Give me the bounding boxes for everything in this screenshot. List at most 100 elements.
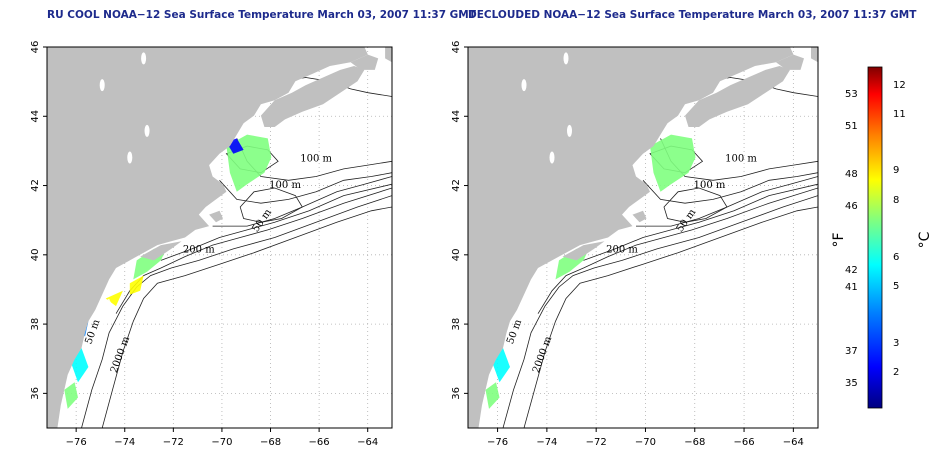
x-tick-label: −70 [635,437,656,448]
contour-label: 100 m [694,180,726,191]
x-tick-label: −74 [114,437,135,448]
f-tick-46: 46 [845,201,858,212]
y-tick-label: 46 [451,41,462,54]
lake-mark [141,52,147,65]
c-tick-12: 12 [893,80,906,91]
landmass [47,47,392,428]
colorbar-celsius-ticks: 12 11 9 8 6 5 3 2 [893,80,906,378]
x-tick-label: −64 [783,437,804,448]
f-tick-37: 37 [845,346,858,357]
y-tick-label: 38 [451,318,462,331]
c-tick-9: 9 [893,165,899,176]
f-tick-48: 48 [845,169,858,180]
axis-ticks: −76 −74 −72 −70 −68 −66 −64 46 44 42 40 38 36 [451,41,804,448]
land-polygon [776,54,804,70]
contour-label: 200 m [183,245,215,256]
c-tick-11: 11 [893,109,906,120]
f-tick-53: 53 [845,89,858,100]
c-tick-6: 6 [893,252,899,263]
x-tick-label: −72 [163,437,184,448]
land-polygon [632,210,647,223]
lake-mark [563,52,569,65]
colorbar: 53 51 48 46 42 41 37 35 12 11 9 8 6 5 3 … [831,66,933,409]
x-tick-label: −64 [357,437,378,448]
colorbar-gradient [867,66,883,409]
y-tick-label: 42 [30,179,41,192]
land-polygon [685,66,790,127]
georges-bank-contour [663,187,728,223]
contour-label: 100 m [725,153,757,164]
c-tick-5: 5 [893,281,899,292]
fahrenheit-unit-label: °F [831,232,847,247]
map-title-raw: RU COOL NOAA−12 Sea Surface Temperature … [47,9,476,21]
c-tick-8: 8 [893,195,899,206]
map-frame [46,46,393,429]
land-polygon [468,47,794,428]
isobath-line [642,172,818,204]
y-tick-label: 36 [30,387,41,400]
land-polygon [811,47,818,63]
x-tick-label: −68 [260,437,281,448]
celsius-unit-label: °C [917,231,933,248]
lake-mark [127,151,133,164]
isobath-line [160,183,392,261]
c-tick-3: 3 [893,338,899,349]
sst-patch [492,348,510,383]
contour-label: 200 m [606,245,638,256]
y-tick-label: 44 [30,110,41,123]
map-title-declouded: DECLOUDED NOAA−12 Sea Surface Temperatur… [468,9,917,21]
georges-bank-contour [239,187,303,223]
lake-mark [521,79,527,92]
y-tick-label: 44 [451,110,462,123]
colorbar-fahrenheit-ticks: 53 51 48 46 42 41 37 35 [845,89,858,389]
isobath-line [583,183,818,261]
sst-patch [650,134,696,192]
lake-mark [567,124,572,137]
bathymetry-contours [81,77,392,428]
isobath-line [81,195,392,428]
sst-patch [129,275,144,295]
sst-patch [485,382,500,409]
land-polygon [209,210,223,223]
contour-label: 100 m [300,153,332,164]
land-polygon [140,241,182,261]
f-tick-41: 41 [845,282,858,293]
sst-patch [71,348,89,383]
lake-mark [99,79,105,92]
isobath-line [523,206,818,428]
sst-patch [64,382,78,409]
y-tick-label: 40 [451,248,462,261]
f-tick-35: 35 [845,378,858,389]
contour-label: 100 m [269,180,301,191]
y-tick-label: 40 [30,248,41,261]
y-tick-label: 46 [30,41,41,54]
x-tick-label: −66 [309,437,330,448]
isobath-line [219,172,392,204]
land-polygon [260,66,365,127]
sst-patches [485,134,696,409]
map-frame [467,46,819,429]
c-tick-2: 2 [893,367,899,378]
y-tick-label: 36 [451,387,462,400]
x-tick-label: −68 [684,437,705,448]
landmass [468,47,818,428]
land-polygon [385,47,392,63]
f-tick-51: 51 [845,121,858,132]
x-tick-label: −72 [586,437,607,448]
cloud-mask-patch [88,298,116,329]
x-tick-label: −76 [487,437,508,448]
isobath-line [502,195,818,428]
isobath-line [537,187,818,314]
sst-patch [105,290,123,307]
y-tick-label: 38 [30,318,41,331]
lake-mark [144,124,150,137]
lake-mark [549,151,555,164]
land-polygon [562,241,605,261]
x-tick-label: −70 [211,437,232,448]
axis-ticks: −76 −74 −72 −70 −68 −66 −64 46 44 42 40 38 36 [30,41,378,448]
land-polygon [350,54,379,70]
x-tick-label: −66 [734,437,755,448]
